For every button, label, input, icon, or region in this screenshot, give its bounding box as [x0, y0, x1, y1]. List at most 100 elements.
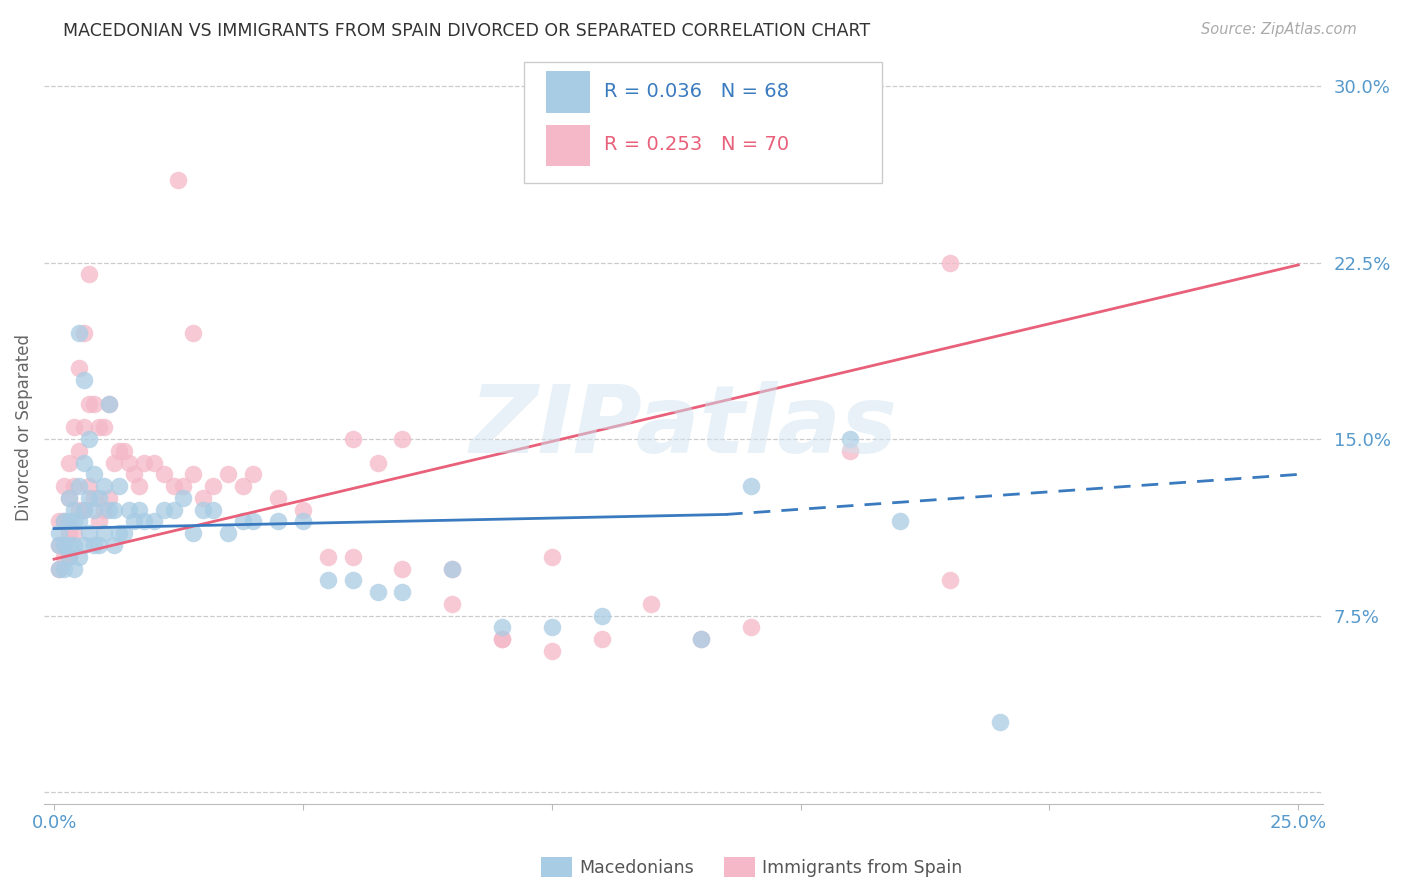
- Point: [172, 479, 194, 493]
- Point: [58, 526, 80, 541]
- Point: [939, 255, 962, 269]
- Point: [48, 561, 70, 575]
- Point: [97, 502, 120, 516]
- Point: [83, 467, 105, 482]
- Point: [291, 502, 314, 516]
- Bar: [546, 71, 591, 112]
- Point: [740, 479, 762, 493]
- Point: [63, 561, 86, 575]
- Point: [889, 515, 911, 529]
- Text: MACEDONIAN VS IMMIGRANTS FROM SPAIN DIVORCED OR SEPARATED CORRELATION CHART: MACEDONIAN VS IMMIGRANTS FROM SPAIN DIVO…: [63, 22, 870, 40]
- Point: [53, 538, 76, 552]
- Point: [202, 502, 225, 516]
- Point: [267, 491, 290, 505]
- Point: [118, 456, 141, 470]
- Point: [77, 491, 100, 505]
- Point: [342, 574, 364, 588]
- Point: [939, 574, 962, 588]
- Point: [97, 397, 120, 411]
- Point: [93, 502, 115, 516]
- Point: [640, 597, 662, 611]
- Point: [316, 549, 339, 564]
- Y-axis label: Divorced or Separated: Divorced or Separated: [15, 334, 32, 521]
- Point: [83, 491, 105, 505]
- Point: [391, 432, 413, 446]
- Point: [112, 526, 135, 541]
- Point: [58, 549, 80, 564]
- Point: [48, 526, 70, 541]
- Point: [391, 585, 413, 599]
- Point: [48, 538, 70, 552]
- Point: [162, 479, 184, 493]
- Point: [172, 491, 194, 505]
- Point: [58, 515, 80, 529]
- Point: [48, 515, 70, 529]
- Point: [740, 620, 762, 634]
- Point: [77, 432, 100, 446]
- Point: [83, 502, 105, 516]
- Point: [48, 561, 70, 575]
- Point: [839, 432, 862, 446]
- Text: R = 0.253   N = 70: R = 0.253 N = 70: [605, 136, 790, 154]
- Point: [63, 515, 86, 529]
- Point: [77, 268, 100, 282]
- Point: [93, 420, 115, 434]
- Point: [67, 479, 90, 493]
- Point: [53, 549, 76, 564]
- Text: Macedonians: Macedonians: [579, 859, 695, 877]
- Point: [391, 561, 413, 575]
- Bar: [546, 125, 591, 166]
- Point: [162, 502, 184, 516]
- Point: [242, 515, 264, 529]
- Point: [540, 549, 562, 564]
- Point: [152, 467, 174, 482]
- Point: [107, 443, 129, 458]
- Text: R = 0.036   N = 68: R = 0.036 N = 68: [605, 82, 789, 101]
- Point: [63, 538, 86, 552]
- Point: [316, 574, 339, 588]
- Point: [367, 456, 389, 470]
- Point: [193, 502, 215, 516]
- Point: [58, 491, 80, 505]
- Point: [63, 502, 86, 516]
- Point: [540, 620, 562, 634]
- Point: [103, 456, 125, 470]
- Point: [73, 538, 96, 552]
- Point: [242, 467, 264, 482]
- Point: [53, 515, 76, 529]
- Text: ZIPatlas: ZIPatlas: [470, 382, 897, 474]
- Point: [491, 632, 513, 647]
- Point: [63, 479, 86, 493]
- Point: [73, 326, 96, 341]
- Point: [83, 397, 105, 411]
- Point: [591, 632, 613, 647]
- Point: [67, 515, 90, 529]
- Point: [839, 443, 862, 458]
- Point: [122, 467, 145, 482]
- Point: [77, 526, 100, 541]
- Point: [87, 538, 110, 552]
- Point: [97, 397, 120, 411]
- Point: [118, 502, 141, 516]
- Point: [112, 443, 135, 458]
- Point: [87, 420, 110, 434]
- Point: [73, 420, 96, 434]
- Point: [342, 432, 364, 446]
- Point: [193, 491, 215, 505]
- Point: [77, 397, 100, 411]
- Point: [367, 585, 389, 599]
- Point: [491, 632, 513, 647]
- Point: [540, 644, 562, 658]
- Point: [491, 620, 513, 634]
- Point: [441, 561, 464, 575]
- Point: [63, 420, 86, 434]
- Point: [58, 456, 80, 470]
- Point: [128, 479, 150, 493]
- Point: [291, 515, 314, 529]
- Point: [97, 491, 120, 505]
- Point: [67, 443, 90, 458]
- Point: [142, 456, 165, 470]
- Point: [53, 515, 76, 529]
- Point: [988, 714, 1011, 729]
- Point: [48, 538, 70, 552]
